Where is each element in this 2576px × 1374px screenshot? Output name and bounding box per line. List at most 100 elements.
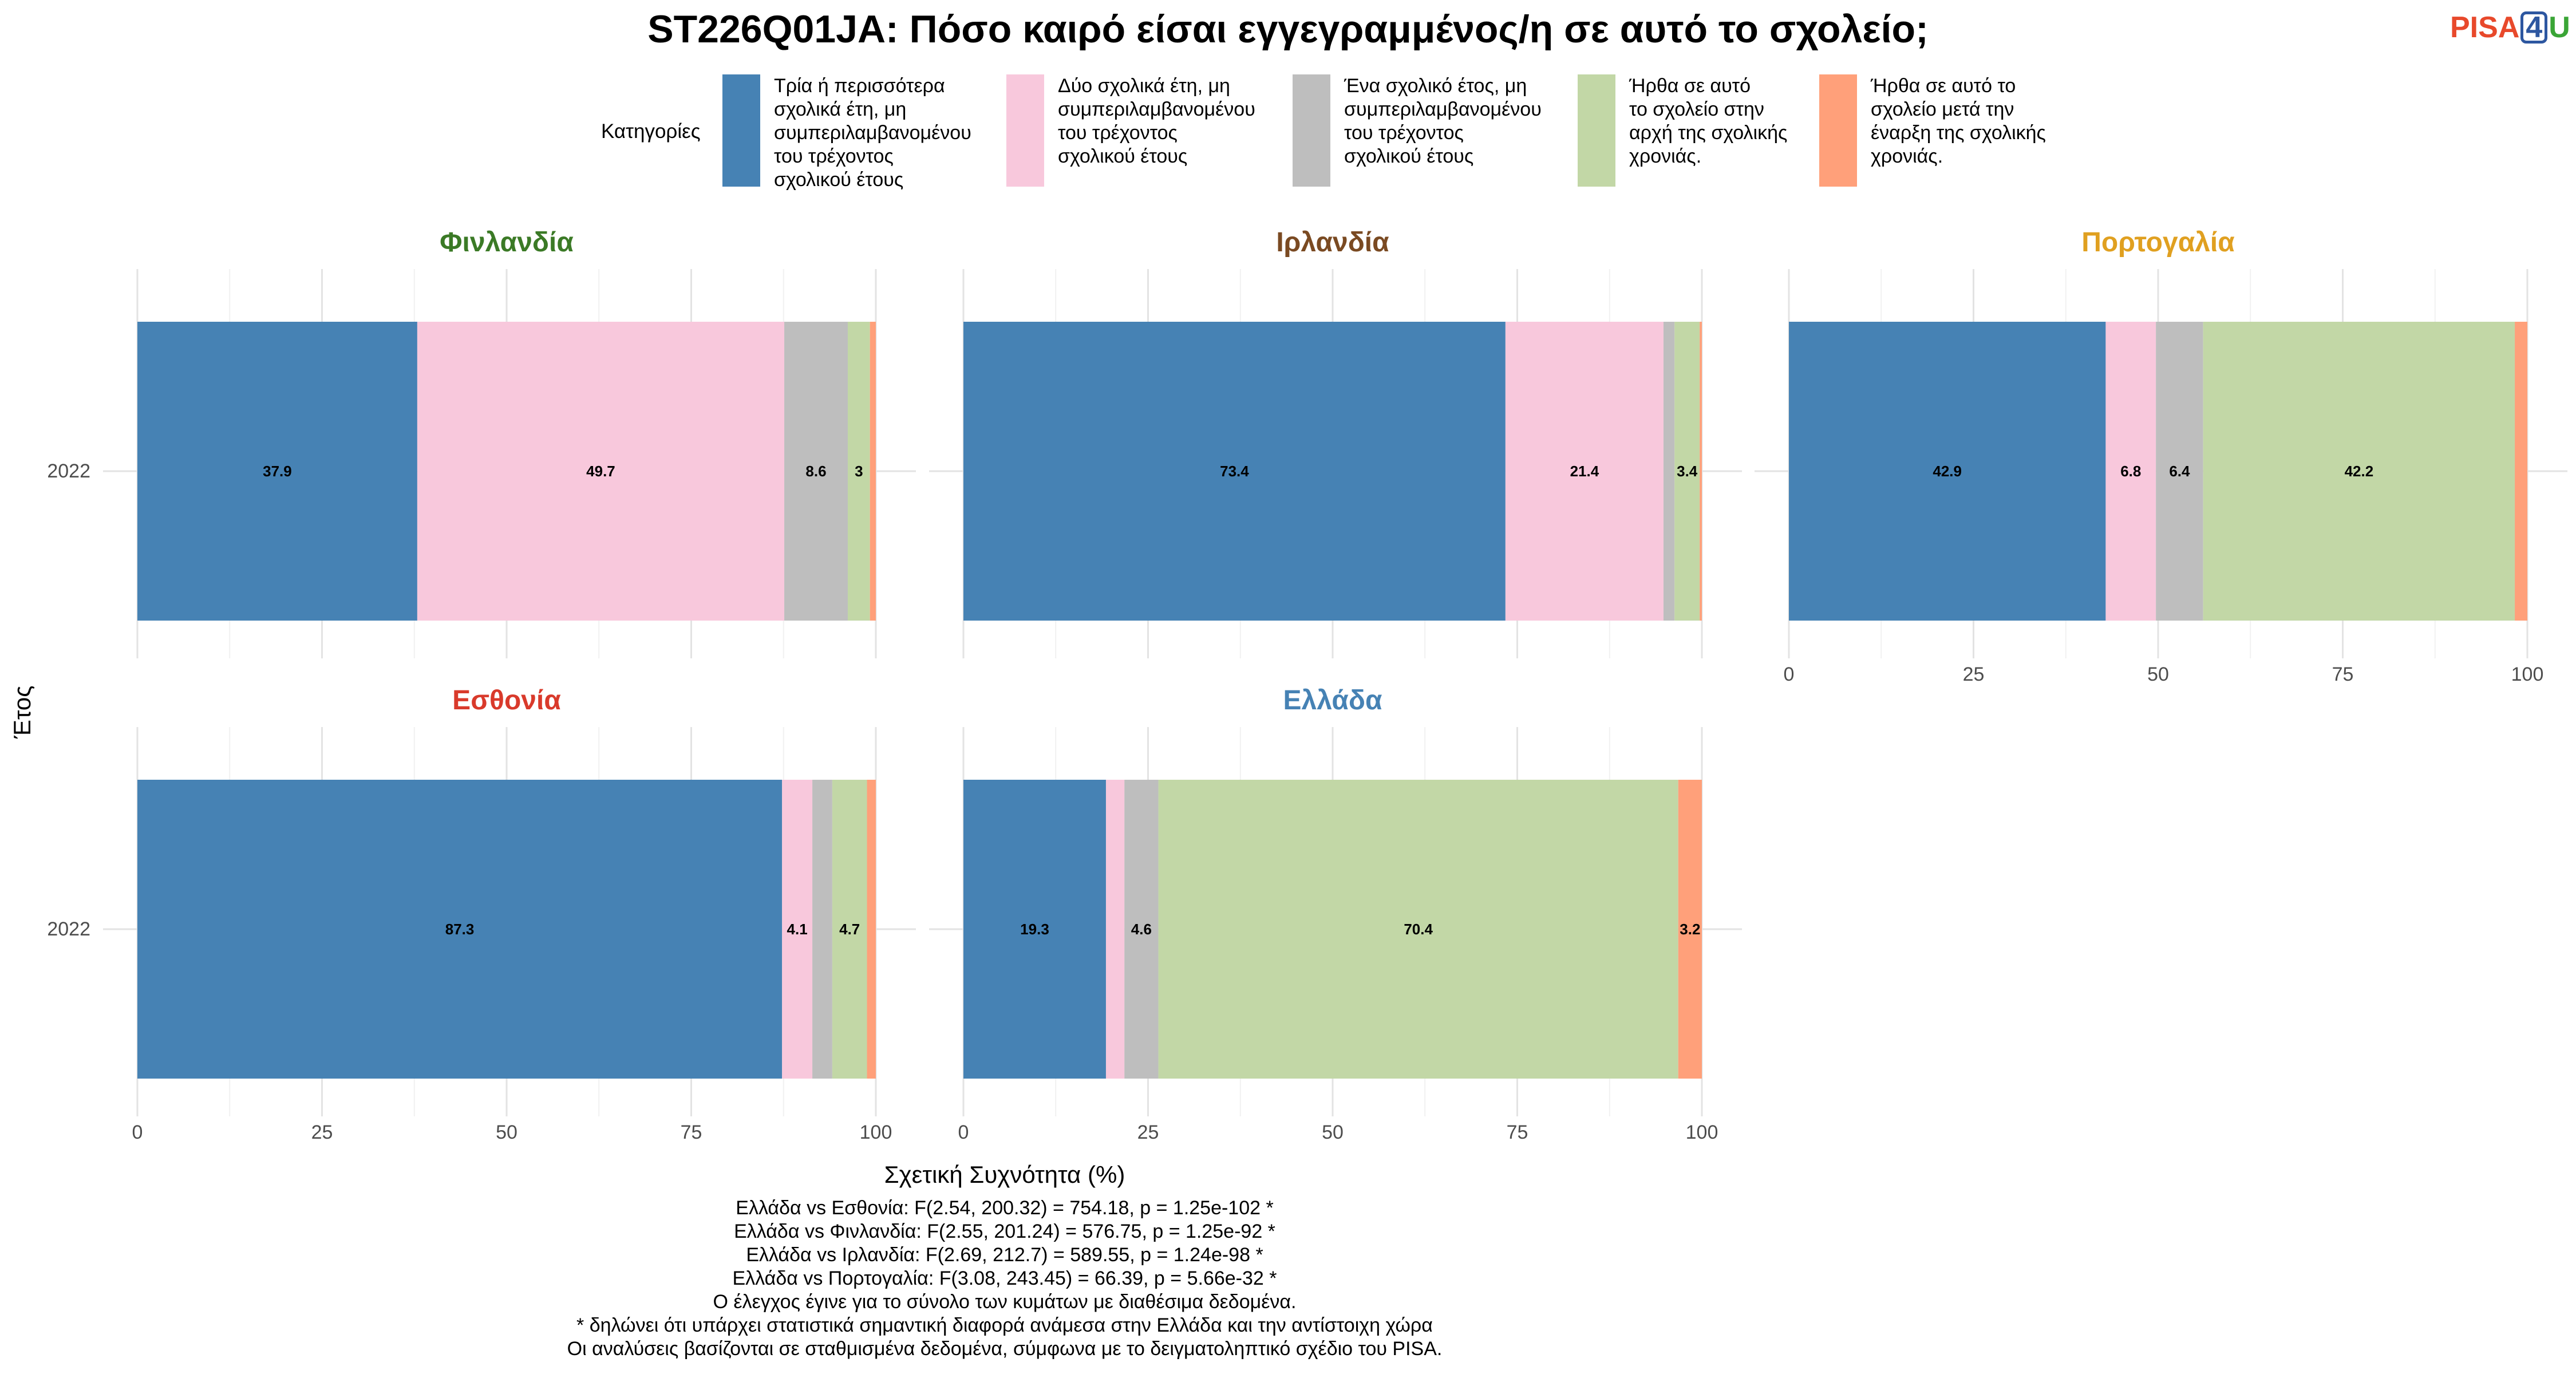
facet-title: Ελλάδα <box>1283 685 1382 716</box>
facet-panel: 73.4 21.4 3.4 <box>929 269 1742 658</box>
y-tick-label: 2022 <box>47 460 90 482</box>
legend-label-line: χρονιάς. <box>1871 145 1943 167</box>
legend-label-line: αρχή της σχολικής <box>1629 122 1788 144</box>
facet-title: Ιρλανδία <box>1276 227 1389 258</box>
bar-value-label: 4.1 <box>787 921 808 938</box>
legend-label-line: σχολικού έτους <box>1344 145 1474 167</box>
legend-label-line: συμπεριλαμβανομένου <box>1344 98 1542 120</box>
bar-segment <box>1124 780 1159 1079</box>
x-tick-label: 0 <box>132 1122 143 1143</box>
legend-swatch <box>1293 74 1330 187</box>
chart-caption: Ελλάδα vs Εσθονία: F(2.54, 200.32) = 754… <box>0 1197 2009 1361</box>
bar-segment <box>137 780 783 1079</box>
bar-segment <box>812 780 832 1079</box>
x-tick-label: 50 <box>1322 1122 1344 1143</box>
bar-value-label: 21.4 <box>1570 463 1599 480</box>
x-tick-label: 25 <box>1962 664 1985 685</box>
facet-title: Πορτογαλία <box>2081 227 2235 258</box>
legend-label-line: σχολικού έτους <box>1058 145 1188 167</box>
bar-value-label: 4.7 <box>839 921 860 938</box>
bar-value-label: 19.3 <box>1020 921 1049 938</box>
facet-title: Φινλανδία <box>440 227 574 258</box>
legend-label-line: του τρέχοντος <box>1344 122 1464 144</box>
bar-segment <box>1505 322 1664 621</box>
logo-pisa-text: PISA <box>2450 11 2520 44</box>
bar-value-label: 70.4 <box>1404 921 1433 938</box>
bar-segment <box>963 780 1106 1079</box>
chart-title: ST226Q01JA: Πόσο καιρό είσαι εγγεγραμμέν… <box>647 7 1929 51</box>
legend-label-line: Ήρθα σε αυτό το <box>1871 75 2016 97</box>
legend-swatch <box>1819 74 1857 187</box>
legend-label-line: Δύο σχολικά έτη, μη <box>1058 75 1230 97</box>
legend-swatch <box>1006 74 1044 187</box>
logo-u-text: U <box>2549 11 2570 44</box>
bar-value-label: 8.6 <box>805 463 826 480</box>
x-tick-label: 100 <box>1685 1122 1718 1143</box>
bar-segment <box>2203 322 2515 621</box>
bar-value-label: 87.3 <box>445 921 475 938</box>
legend-label-line: Ήρθα σε αυτό <box>1629 75 1751 97</box>
bar-segment <box>137 322 417 621</box>
bar-value-label: 42.2 <box>2345 463 2374 480</box>
legend-label-line: χρονιάς. <box>1629 145 1702 167</box>
legend-swatch <box>1578 74 1615 187</box>
bar-segment <box>784 322 848 621</box>
facet-title: Εσθονία <box>452 685 561 716</box>
x-tick-label: 100 <box>2511 664 2544 685</box>
legend-title: Κατηγορίες <box>601 120 701 143</box>
bar-segment <box>2156 322 2203 621</box>
bar-value-label: 3.2 <box>1680 921 1700 938</box>
caption-line: Ελλάδα vs Εσθονία: F(2.54, 200.32) = 754… <box>736 1197 1274 1219</box>
bar-segment <box>847 322 870 621</box>
bar-value-label: 73.4 <box>1220 463 1249 480</box>
legend-label: Ήρθα σε αυτό το σχολείο μετά την έναρξη τη… <box>1871 74 2105 168</box>
legend-label-line: σχολικού έτους <box>774 169 904 191</box>
bar-segment <box>1663 322 1675 621</box>
x-tick-label: 25 <box>311 1122 333 1143</box>
caption-line: Ελλάδα vs Ιρλανδία: F(2.69, 212.7) = 589… <box>746 1244 1263 1266</box>
bar-value-label: 4.6 <box>1131 921 1152 938</box>
bar-value-label: 49.7 <box>586 463 615 480</box>
legend-swatch <box>722 74 760 187</box>
legend-label-line: συμπεριλαμβανομένου <box>1058 98 1255 120</box>
legend-label: Ένα σχολικό έτος, μη συμπεριλαμβανομένου τ… <box>1344 74 1579 168</box>
x-tick-label: 75 <box>2332 664 2354 685</box>
legend-label-line: έναρξη της σχολικής <box>1871 122 2046 144</box>
caption-line: Οι αναλύσεις βασίζονται σε σταθμισμένα δ… <box>567 1338 1443 1360</box>
legend-label: Δύο σχολικά έτη, μη συμπεριλαμβανομένου το… <box>1058 74 1293 168</box>
x-tick-label: 0 <box>1783 664 1795 685</box>
bar-segment <box>1105 780 1125 1079</box>
pisa4u-logo: PISA 4 U <box>2450 10 2570 45</box>
x-tick-label: 25 <box>1137 1122 1159 1143</box>
caption-line: * δηλώνει ότι υπάρχει στατιστικά σημαντι… <box>576 1314 1433 1336</box>
bar-value-label: 3 <box>855 463 863 480</box>
bar-segment <box>417 322 785 621</box>
x-tick-label: 75 <box>680 1122 702 1143</box>
x-axis-title: Σχετική Συχνότητα (%) <box>884 1161 1125 1188</box>
bar-value-label: 37.9 <box>263 463 292 480</box>
x-tick-label: 75 <box>1506 1122 1528 1143</box>
bar-value-label: 6.4 <box>2169 463 2190 480</box>
bar-segment <box>2105 322 2156 621</box>
bar-segment <box>832 780 867 1079</box>
legend-label: Τρία ή περισσότερα σχολικά έτη, μη συμπερι… <box>774 74 1009 192</box>
caption-line: Ελλάδα vs Φινλανδία: F(2.55, 201.24) = 5… <box>734 1221 1275 1242</box>
facet-panel: 19.3 4.6 70.4 3.2 <box>929 727 1742 1116</box>
bar-segment <box>2515 322 2527 621</box>
bar-segment <box>1789 322 2106 621</box>
legend-label-line: το σχολείο στην <box>1629 98 1764 120</box>
bar-segment <box>1678 780 1702 1079</box>
caption-line: Ελλάδα vs Πορτογαλία: F(3.08, 243.45) = … <box>732 1268 1277 1289</box>
bar-value-label: 42.9 <box>1933 463 1962 480</box>
bar-segment <box>870 322 876 621</box>
legend-label-line: σχολείο μετά την <box>1871 98 2014 120</box>
y-tick-label: 2022 <box>47 918 90 940</box>
legend-label-line: του τρέχοντος <box>1058 122 1178 144</box>
bar-segment <box>867 780 876 1079</box>
x-tick-label: 100 <box>859 1122 892 1143</box>
bar-segment <box>1158 780 1678 1079</box>
facet-panel: 87.3 4.1 4.7 <box>103 727 916 1116</box>
x-tick-label: 0 <box>958 1122 969 1143</box>
bar-value-label: 6.8 <box>2120 463 2141 480</box>
